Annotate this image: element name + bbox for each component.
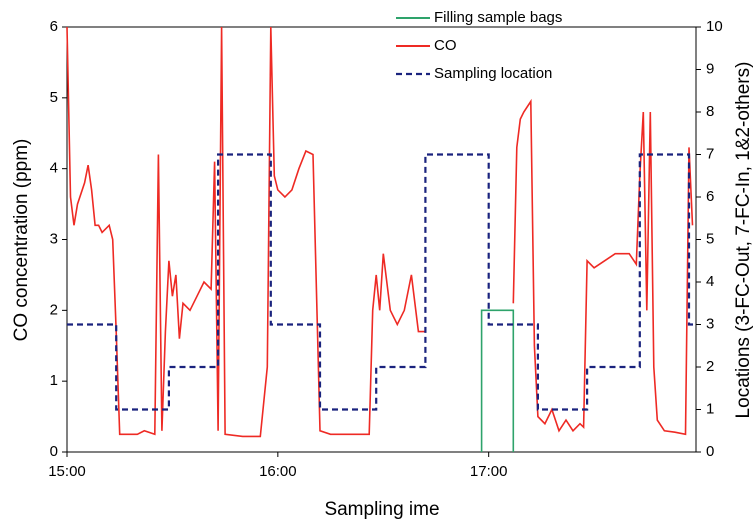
legend-label: CO: [434, 37, 457, 54]
y2-tick-label: 8: [706, 103, 714, 120]
series-line: [512, 98, 694, 436]
y2-axis-title: Locations (3-FC-Out, 7-FC-In, 1&2-others…: [733, 62, 754, 419]
x-tick-label: 17:00: [470, 463, 508, 480]
y-tick-label: 4: [50, 160, 58, 177]
y-tick-label: 2: [50, 301, 58, 318]
y-tick-label: 3: [50, 230, 58, 247]
y2-tick-label: 9: [706, 60, 714, 77]
x-tick-label: 15:00: [48, 463, 86, 480]
legend-label: Sampling location: [434, 65, 552, 82]
y2-tick-label: 10: [706, 18, 723, 35]
y-tick-label: 0: [50, 443, 58, 460]
y-tick-label: 5: [50, 89, 58, 106]
y-tick-label: 6: [50, 18, 58, 35]
y2-tick-label: 7: [706, 145, 714, 162]
y2-tick-label: 4: [706, 273, 714, 290]
y-tick-label: 1: [50, 372, 58, 389]
y2-tick-label: 5: [706, 230, 714, 247]
series-line: [67, 153, 696, 411]
x-tick-label: 16:00: [259, 463, 297, 480]
x-axis-title: Sampling ime: [324, 499, 439, 520]
y2-tick-label: 6: [706, 188, 714, 205]
legend-label: Filling sample bags: [434, 9, 562, 26]
y2-tick-label: 1: [706, 400, 714, 417]
y2-tick-label: 0: [706, 443, 714, 460]
y2-tick-label: 2: [706, 358, 714, 375]
series-line: [66, 26, 426, 438]
y-axis-title: CO concentration (ppm): [11, 139, 32, 342]
y2-tick-label: 3: [706, 315, 714, 332]
series-line: [480, 309, 515, 452]
